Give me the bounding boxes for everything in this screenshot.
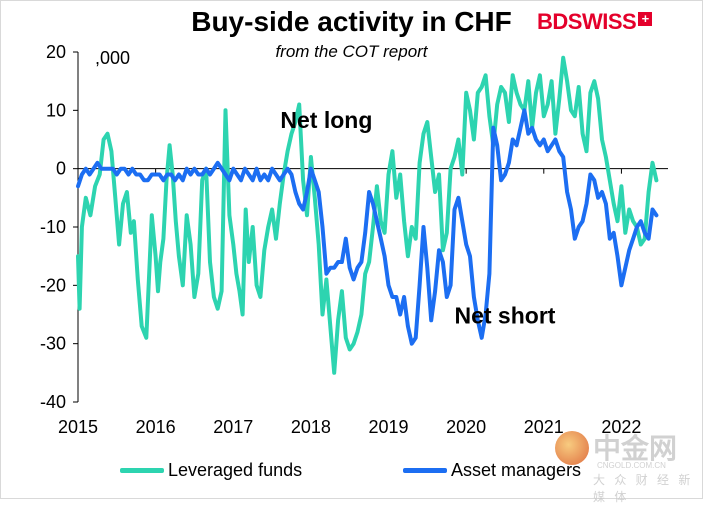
legend-swatch-asset [403,468,447,473]
x-tick-label: 2020 [446,417,486,437]
watermark-tagline: 大 众 财 经 新 媒 体 [593,473,694,504]
legend-item-leveraged-funds: Leveraged funds [120,460,302,481]
legend: Leveraged funds Asset managers [0,460,703,484]
y-tick-label: 20 [46,42,66,62]
y-tick-label: 10 [46,100,66,120]
cngold-logo-icon [555,431,589,465]
legend-item-asset-managers: Asset managers [403,460,581,481]
x-tick-label: 2022 [601,417,641,437]
legend-swatch-leveraged [120,468,164,473]
chart-subtitle: from the COT report [275,42,428,61]
x-tick-label: 2017 [213,417,253,437]
x-tick-label: 2015 [58,417,98,437]
legend-label-leveraged: Leveraged funds [168,460,303,480]
x-tick-label: 2021 [524,417,564,437]
x-tick-label: 2019 [369,417,409,437]
series-line-asset-managers [76,108,659,346]
x-tick-label: 2016 [136,417,176,437]
y-tick-label: -40 [40,392,66,412]
watermark-site: CNGOLD.COM.CN [597,461,666,470]
logo-text: BDSWISS [537,9,637,34]
watermark-name: 中金网 [593,433,678,464]
series-line-leveraged-funds [76,55,659,375]
y-tick-label: 0 [56,159,66,179]
cngold-watermark: 中金网 CNGOLD.COM.CN 大 众 财 经 新 媒 体 [553,425,703,504]
annotation-net-short: Net short [454,302,555,328]
x-tick-label: 2018 [291,417,331,437]
y-tick-label: -10 [40,217,66,237]
units-label: ,000 [95,48,130,68]
chart-title: Buy-side activity in CHF [191,6,512,37]
bdswiss-logo: BDSWISS + [537,9,653,35]
annotation-net-long: Net long [280,107,372,133]
y-tick-label: -30 [40,334,66,354]
swiss-cross-icon: + [638,12,653,26]
legend-label-asset: Asset managers [451,460,582,480]
y-tick-label: -20 [40,275,66,295]
